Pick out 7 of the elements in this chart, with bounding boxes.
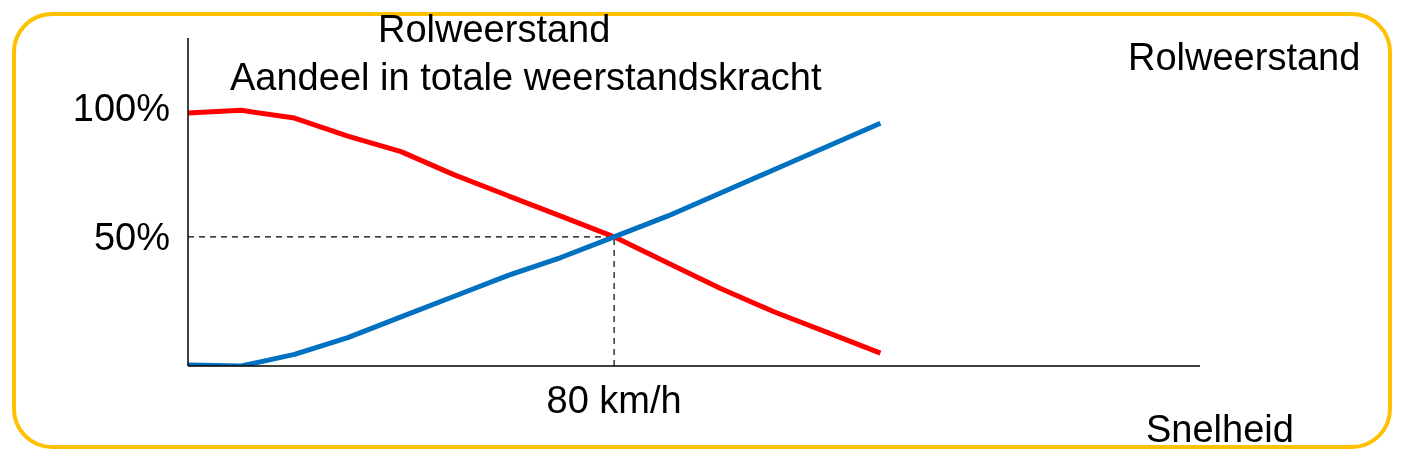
- y-tick-label: 50%: [93, 216, 170, 259]
- annotation: Rolweerstand: [378, 8, 611, 51]
- y-axis-title: Aandeel in totale weerstandskracht: [230, 56, 822, 99]
- x-axis-title: Snelheid: [1146, 408, 1294, 451]
- annotation: 80 km/h: [546, 378, 682, 421]
- annotation: Rolweerstand: [1128, 36, 1361, 79]
- y-tick-label: 100%: [72, 87, 170, 130]
